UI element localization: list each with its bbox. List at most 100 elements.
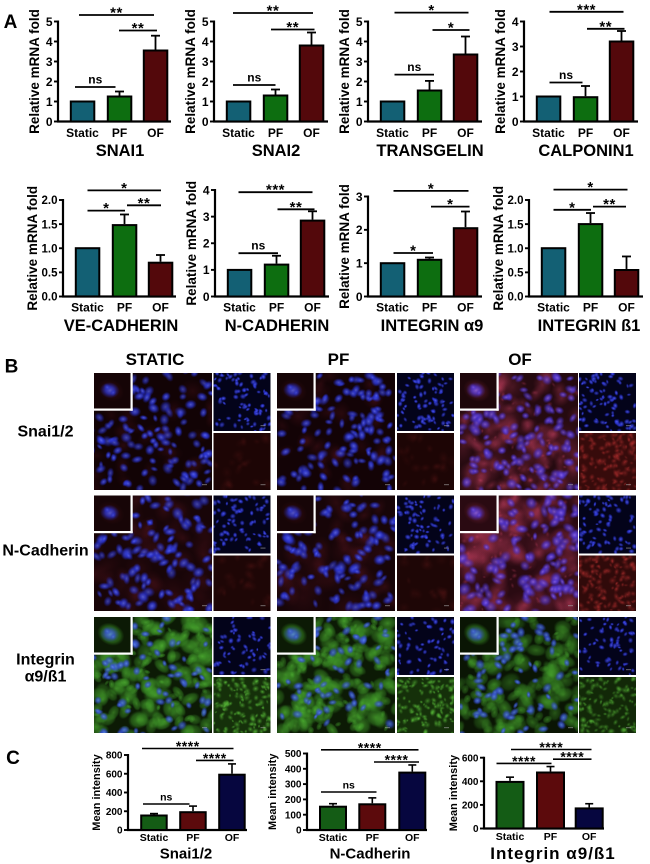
svg-text:**: ** — [603, 196, 616, 213]
svg-text:Integrin α9/ß1: Integrin α9/ß1 — [490, 844, 616, 863]
svg-text:****: **** — [560, 749, 584, 765]
svg-text:2.0: 2.0 — [508, 195, 524, 207]
svg-text:1: 1 — [202, 95, 209, 109]
svg-text:5: 5 — [356, 15, 363, 29]
svg-text:PF: PF — [422, 126, 437, 140]
svg-text:1: 1 — [356, 95, 363, 109]
svg-text:**: ** — [110, 5, 123, 22]
svg-text:****: **** — [385, 752, 409, 768]
svg-text:0: 0 — [46, 115, 53, 129]
svg-text:****: **** — [203, 750, 227, 766]
svg-text:Static: Static — [223, 301, 256, 315]
svg-text:PF: PF — [366, 832, 380, 844]
svg-text:1.0: 1.0 — [42, 243, 58, 255]
svg-text:1.5: 1.5 — [508, 219, 525, 231]
svg-text:STATIC: STATIC — [126, 350, 185, 369]
svg-text:200: 200 — [462, 801, 479, 812]
svg-text:**: ** — [599, 18, 612, 35]
svg-text:3: 3 — [512, 40, 519, 54]
svg-text:4: 4 — [203, 183, 210, 197]
svg-text:100: 100 — [285, 810, 302, 821]
svg-text:CALPONIN1: CALPONIN1 — [538, 142, 633, 160]
svg-text:4: 4 — [46, 35, 53, 49]
svg-text:***: *** — [266, 182, 285, 199]
svg-text:5: 5 — [202, 15, 209, 29]
svg-text:Static: Static — [376, 126, 409, 140]
svg-text:2.0: 2.0 — [42, 195, 58, 207]
svg-text:4: 4 — [356, 35, 363, 49]
svg-text:800: 800 — [106, 751, 123, 762]
svg-text:Relative mRNA fold: Relative mRNA fold — [184, 181, 199, 306]
svg-text:OF: OF — [304, 301, 321, 315]
svg-text:PF: PF — [583, 301, 598, 315]
svg-text:ns: ns — [407, 60, 421, 74]
svg-text:**: ** — [286, 19, 299, 36]
svg-text:3: 3 — [356, 190, 363, 204]
svg-text:Static: Static — [222, 126, 255, 140]
svg-text:OF: OF — [613, 126, 630, 140]
svg-text:*: * — [447, 196, 453, 213]
svg-text:0.0: 0.0 — [508, 292, 524, 304]
svg-text:*: * — [587, 179, 593, 196]
svg-text:1.0: 1.0 — [508, 243, 524, 255]
svg-text:Relative mRNA fold: Relative mRNA fold — [337, 9, 352, 134]
svg-text:OF: OF — [457, 301, 474, 315]
svg-text:0: 0 — [117, 826, 123, 837]
svg-text:1: 1 — [356, 256, 363, 270]
svg-text:400: 400 — [462, 777, 479, 788]
svg-text:0: 0 — [512, 115, 519, 129]
svg-text:1.5: 1.5 — [42, 219, 59, 231]
svg-text:****: **** — [358, 739, 382, 755]
svg-text:ns: ns — [559, 68, 573, 82]
svg-text:300: 300 — [285, 780, 302, 791]
svg-text:Relative mRNA fold: Relative mRNA fold — [491, 186, 506, 311]
svg-text:0: 0 — [356, 290, 363, 304]
svg-text:1: 1 — [203, 263, 210, 277]
svg-text:***: *** — [577, 1, 596, 18]
svg-text:****: **** — [176, 738, 200, 754]
svg-text:****: **** — [539, 739, 563, 755]
svg-text:*: * — [428, 2, 434, 19]
svg-text:Relative mRNA fold: Relative mRNA fold — [183, 9, 198, 134]
svg-text:2: 2 — [202, 75, 209, 89]
svg-text:C: C — [6, 748, 20, 769]
svg-text:2: 2 — [512, 65, 519, 79]
svg-text:Mean intensity: Mean intensity — [91, 753, 103, 830]
svg-text:ns: ns — [160, 792, 172, 804]
svg-text:N-Cadherin: N-Cadherin — [330, 846, 411, 863]
svg-text:PF: PF — [112, 126, 127, 140]
svg-text:B: B — [5, 356, 19, 377]
svg-text:1: 1 — [46, 95, 53, 109]
svg-text:400: 400 — [285, 764, 302, 775]
svg-text:3: 3 — [203, 210, 210, 224]
svg-text:200: 200 — [285, 795, 302, 806]
svg-text:**: ** — [267, 3, 280, 20]
svg-text:*: * — [410, 243, 416, 260]
svg-text:500: 500 — [285, 749, 302, 760]
svg-text:**: ** — [290, 199, 303, 216]
svg-text:OF: OF — [303, 126, 320, 140]
svg-text:0.5: 0.5 — [42, 268, 59, 280]
svg-text:A: A — [4, 12, 18, 33]
svg-text:4: 4 — [512, 15, 519, 29]
svg-text:3: 3 — [356, 55, 363, 69]
svg-text:0: 0 — [356, 115, 363, 129]
svg-text:ns: ns — [343, 780, 355, 792]
svg-text:PF: PF — [186, 832, 200, 844]
svg-text:****: **** — [512, 753, 536, 769]
svg-text:OF: OF — [618, 301, 635, 315]
svg-text:4: 4 — [202, 35, 209, 49]
svg-text:Static: Static — [496, 831, 525, 843]
svg-text:SNAI1: SNAI1 — [96, 142, 145, 160]
svg-text:Static: Static — [376, 301, 409, 315]
svg-text:Static: Static — [66, 126, 99, 140]
svg-text:0.5: 0.5 — [508, 268, 525, 280]
svg-text:Snai1/2: Snai1/2 — [160, 846, 213, 863]
svg-text:Mean intensity: Mean intensity — [448, 754, 460, 831]
svg-text:600: 600 — [106, 769, 123, 780]
svg-text:OF: OF — [225, 832, 240, 844]
svg-text:**: ** — [138, 195, 151, 212]
svg-text:Relative mRNA fold: Relative mRNA fold — [25, 186, 40, 311]
svg-text:OF: OF — [152, 301, 169, 315]
svg-text:5: 5 — [46, 15, 53, 29]
